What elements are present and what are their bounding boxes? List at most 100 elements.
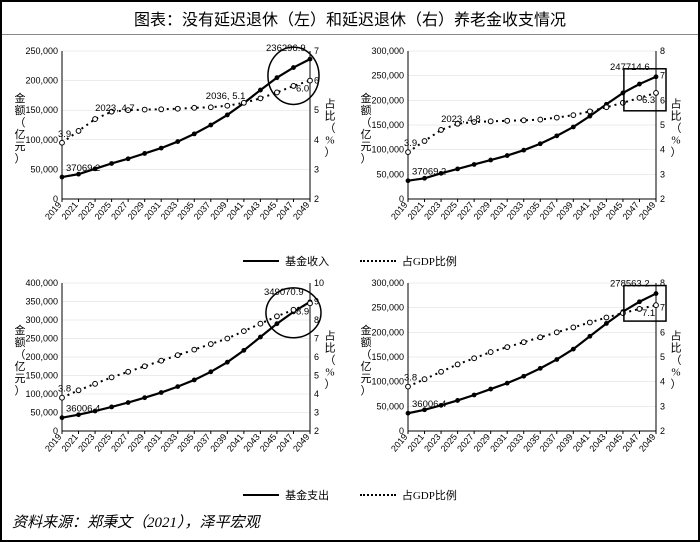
legend-solid-expense: 基金支出 bbox=[243, 487, 329, 503]
svg-text:亿: 亿 bbox=[361, 128, 372, 141]
svg-text:6.0: 6.0 bbox=[296, 84, 309, 95]
svg-text:（: （ bbox=[361, 348, 372, 361]
svg-text:2037: 2037 bbox=[192, 432, 213, 454]
svg-text:5: 5 bbox=[660, 352, 665, 362]
svg-text:2023: 2023 bbox=[422, 200, 443, 222]
chart-svg: 050,000100,000150,000200,000250,000300,0… bbox=[354, 41, 686, 246]
legend-dashed-income: 占GDP比例 bbox=[360, 253, 457, 269]
svg-text:2049: 2049 bbox=[291, 432, 312, 454]
svg-text:占: 占 bbox=[671, 329, 682, 343]
svg-text:2023: 2023 bbox=[76, 432, 97, 454]
svg-text:2049: 2049 bbox=[637, 200, 658, 222]
svg-text:2039: 2039 bbox=[208, 200, 229, 222]
legend-dashed-expense: 占GDP比例 bbox=[360, 487, 457, 503]
svg-text:2043: 2043 bbox=[587, 432, 608, 454]
svg-text:247714.6: 247714.6 bbox=[610, 62, 650, 73]
svg-text:亿: 亿 bbox=[15, 360, 26, 373]
svg-text:8: 8 bbox=[660, 46, 665, 56]
svg-text:2047: 2047 bbox=[274, 200, 295, 222]
svg-text:金: 金 bbox=[15, 91, 26, 105]
svg-text:2021: 2021 bbox=[60, 432, 81, 454]
svg-text:2019: 2019 bbox=[389, 200, 410, 222]
legend-row-expense: 基金支出 占GDP比例 bbox=[8, 485, 692, 505]
chart-top-right: 050,000100,000150,000200,000250,000300,0… bbox=[354, 41, 692, 251]
svg-text:2047: 2047 bbox=[620, 200, 641, 222]
svg-text:2025: 2025 bbox=[439, 200, 460, 222]
charts-grid: 050,000100,000150,000200,000250,00023456… bbox=[2, 35, 698, 505]
svg-text:2031: 2031 bbox=[142, 200, 163, 222]
svg-text:2: 2 bbox=[314, 194, 319, 204]
svg-text:2035: 2035 bbox=[175, 200, 196, 222]
svg-text:2019: 2019 bbox=[389, 432, 410, 454]
svg-text:4: 4 bbox=[314, 389, 319, 399]
svg-text:4: 4 bbox=[314, 135, 319, 145]
svg-text:3: 3 bbox=[660, 401, 665, 411]
svg-text:%: % bbox=[325, 135, 334, 147]
svg-text:200,000: 200,000 bbox=[25, 352, 58, 362]
svg-text:7: 7 bbox=[660, 303, 665, 313]
svg-text:2023: 2023 bbox=[422, 432, 443, 454]
svg-text:2043: 2043 bbox=[241, 200, 262, 222]
svg-text:100,000: 100,000 bbox=[371, 377, 404, 387]
svg-text:278563.2: 278563.2 bbox=[610, 279, 650, 290]
svg-text:2023: 2023 bbox=[76, 200, 97, 222]
svg-text:2031: 2031 bbox=[488, 200, 509, 222]
svg-text:2029: 2029 bbox=[126, 432, 147, 454]
svg-text:37069.2: 37069.2 bbox=[66, 163, 100, 174]
svg-text:4: 4 bbox=[660, 145, 665, 155]
svg-text:2039: 2039 bbox=[554, 432, 575, 454]
svg-text:2041: 2041 bbox=[225, 432, 246, 454]
svg-text:2033: 2033 bbox=[505, 200, 526, 222]
svg-text:5: 5 bbox=[660, 120, 665, 130]
svg-text:7: 7 bbox=[314, 334, 319, 344]
svg-text:200,000: 200,000 bbox=[25, 76, 58, 86]
svg-text:2023, 4.8: 2023, 4.8 bbox=[441, 114, 481, 125]
svg-text:占: 占 bbox=[671, 97, 682, 111]
svg-text:3.8: 3.8 bbox=[58, 384, 71, 395]
svg-text:比: 比 bbox=[325, 342, 336, 355]
svg-text:7.1: 7.1 bbox=[642, 308, 655, 319]
svg-text:2045: 2045 bbox=[258, 200, 279, 222]
svg-text:350,000: 350,000 bbox=[25, 297, 58, 307]
svg-text:50,000: 50,000 bbox=[376, 169, 404, 179]
legend-dashed-expense-label: 占GDP比例 bbox=[402, 487, 457, 503]
source-footer: 资料来源：郑秉文（2021），泽平宏观 bbox=[2, 505, 698, 540]
svg-text:（: （ bbox=[361, 116, 372, 129]
svg-text:5: 5 bbox=[314, 371, 319, 381]
svg-text:36006.4: 36006.4 bbox=[412, 399, 446, 410]
svg-text:（: （ bbox=[15, 348, 26, 361]
svg-text:300,000: 300,000 bbox=[371, 278, 404, 288]
svg-text:（: （ bbox=[325, 354, 336, 367]
svg-text:3.9: 3.9 bbox=[58, 129, 71, 140]
svg-text:（: （ bbox=[671, 354, 682, 367]
svg-text:2045: 2045 bbox=[258, 432, 279, 454]
svg-text:2043: 2043 bbox=[241, 432, 262, 454]
svg-text:元: 元 bbox=[361, 141, 372, 153]
legend-row-income: 基金收入 占GDP比例 bbox=[8, 253, 692, 271]
svg-text:3: 3 bbox=[314, 408, 319, 418]
svg-text:%: % bbox=[671, 367, 680, 379]
svg-text:比: 比 bbox=[671, 110, 682, 123]
svg-text:占: 占 bbox=[325, 329, 336, 343]
svg-text:2041: 2041 bbox=[571, 200, 592, 222]
svg-text:2041: 2041 bbox=[225, 200, 246, 222]
svg-text:2025: 2025 bbox=[439, 432, 460, 454]
svg-text:）: ） bbox=[671, 146, 682, 159]
svg-text:额: 额 bbox=[15, 336, 26, 349]
svg-text:100,000: 100,000 bbox=[371, 145, 404, 155]
svg-text:2027: 2027 bbox=[455, 432, 476, 454]
svg-text:元: 元 bbox=[15, 141, 26, 153]
svg-text:100,000: 100,000 bbox=[25, 135, 58, 145]
svg-text:6: 6 bbox=[660, 327, 665, 337]
svg-text:2037: 2037 bbox=[192, 200, 213, 222]
chart-svg: 050,000100,000150,000200,000250,00023456… bbox=[8, 41, 340, 246]
svg-text:50,000: 50,000 bbox=[376, 401, 404, 411]
svg-text:）: ） bbox=[325, 378, 336, 391]
svg-text:元: 元 bbox=[15, 373, 26, 385]
svg-text:2036, 5.1: 2036, 5.1 bbox=[206, 91, 246, 102]
svg-text:2019: 2019 bbox=[43, 200, 64, 222]
svg-text:2033: 2033 bbox=[505, 432, 526, 454]
svg-text:2047: 2047 bbox=[274, 432, 295, 454]
legend-solid-expense-label: 基金支出 bbox=[285, 487, 329, 503]
svg-text:2029: 2029 bbox=[126, 200, 147, 222]
